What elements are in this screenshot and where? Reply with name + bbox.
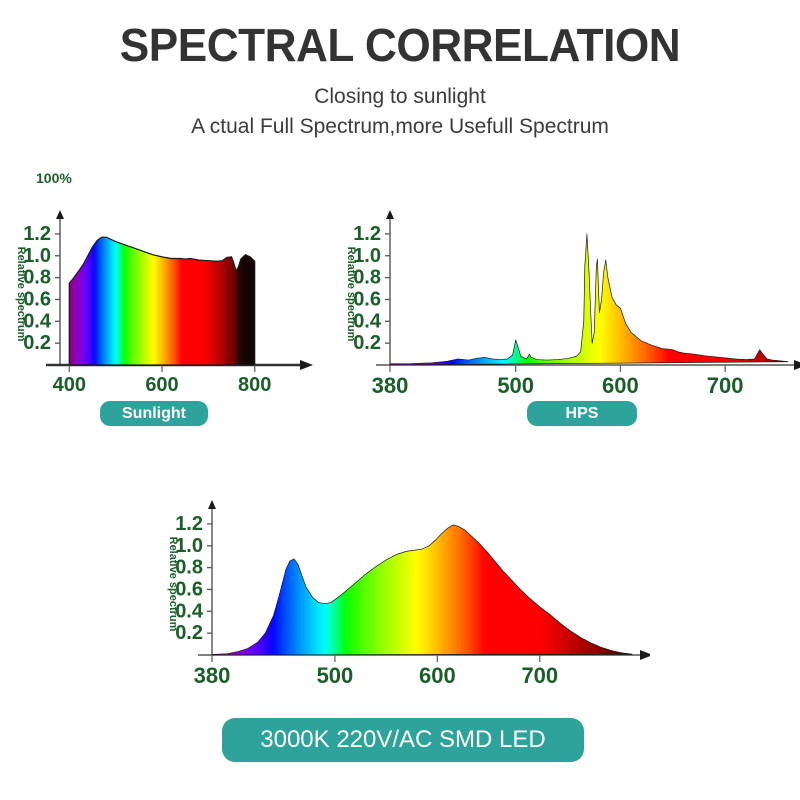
chart-sunlight-svg: 0.20.40.60.81.01.2 400 600 800 Relative spec…	[15, 210, 313, 396]
svg-text:0.2: 0.2	[23, 332, 51, 354]
svg-text:0.8: 0.8	[23, 267, 51, 289]
chart-hps: 0.2 0.4 0.6 0.8 1.0 1.2 380 500 600 700 Relative s…	[330, 205, 800, 440]
chart-led-svg: 0.20.40.60.81.01.2 380 500 600 700 Relative s…	[167, 500, 650, 688]
svg-text:600: 600	[145, 374, 178, 396]
svg-text:500: 500	[317, 663, 354, 688]
svg-text:1.2: 1.2	[23, 223, 51, 245]
spectrum-curve	[389, 233, 789, 366]
svg-text:380: 380	[194, 663, 231, 688]
svg-text:700: 700	[521, 663, 558, 688]
svg-text:380: 380	[372, 373, 409, 398]
svg-text:0.4: 0.4	[23, 310, 52, 332]
svg-text:1.2: 1.2	[353, 223, 381, 245]
svg-text:0.8: 0.8	[175, 557, 203, 579]
svg-text:700: 700	[707, 373, 744, 398]
svg-text:0.2: 0.2	[175, 622, 203, 644]
svg-text:Relative spectrum: Relative spectrum	[15, 247, 27, 342]
svg-text:0.6: 0.6	[23, 288, 51, 310]
svg-text:0.8: 0.8	[353, 267, 381, 289]
svg-text:Relative spectrum: Relative spectrum	[167, 537, 179, 632]
header: SPECTRAL CORRELATION Closing to sunlight…	[0, 0, 800, 141]
spectrum-curve	[68, 236, 256, 366]
chart-sunlight: 0.2 0.4 0.6 0.8 1.0 1.2 400 600 800 Relative spec…	[0, 205, 320, 440]
svg-text:0.4: 0.4	[175, 600, 204, 622]
subtitle-line-2: A ctual Full Spectrum,more Usefull Spect…	[191, 115, 609, 139]
x-ticks: 400 600 800	[53, 365, 271, 396]
y-ticks: 0.20.40.60.81.01.2	[353, 223, 390, 354]
svg-text:600: 600	[419, 663, 456, 688]
svg-text:0.6: 0.6	[353, 288, 381, 310]
x-ticks: 380 500 600 700	[194, 655, 558, 688]
svg-text:800: 800	[238, 374, 271, 396]
badge-led[interactable]: 3000K 220V/AC SMD LED	[222, 718, 584, 762]
subtitle-line-1: Closing to sunlight	[314, 85, 486, 108]
svg-text:0.6: 0.6	[175, 578, 203, 600]
x-ticks: 380 500 600 700	[372, 365, 744, 398]
svg-text:Relative spectrum: Relative spectrum	[345, 247, 357, 342]
svg-text:0.2: 0.2	[353, 332, 381, 354]
y-ticks: 0.20.40.60.81.01.2	[23, 223, 60, 354]
svg-text:1.2: 1.2	[175, 513, 203, 535]
chart-hps-svg: 0.20.40.60.81.01.2 380 500 600 700 Relative s…	[345, 210, 800, 398]
y-ticks: 0.20.40.60.81.01.2	[175, 513, 212, 644]
badge-hps[interactable]: HPS	[527, 401, 637, 426]
svg-text:1.0: 1.0	[175, 535, 203, 557]
badge-sunlight[interactable]: Sunlight	[100, 401, 208, 426]
axes	[376, 210, 800, 370]
svg-text:500: 500	[497, 373, 534, 398]
svg-text:1.0: 1.0	[353, 245, 381, 267]
chart-led: 0.2 0.4 0.6 0.8 1.0 1.2 380 500 600 700 Relative s…	[150, 495, 650, 760]
svg-text:0.4: 0.4	[353, 310, 382, 332]
svg-text:600: 600	[602, 373, 639, 398]
svg-text:400: 400	[53, 374, 86, 396]
svg-text:1.0: 1.0	[23, 245, 51, 267]
page-title: SPECTRAL CORRELATION	[119, 19, 681, 71]
percent-label: 100%	[36, 170, 72, 186]
spectrum-curve	[211, 524, 633, 656]
